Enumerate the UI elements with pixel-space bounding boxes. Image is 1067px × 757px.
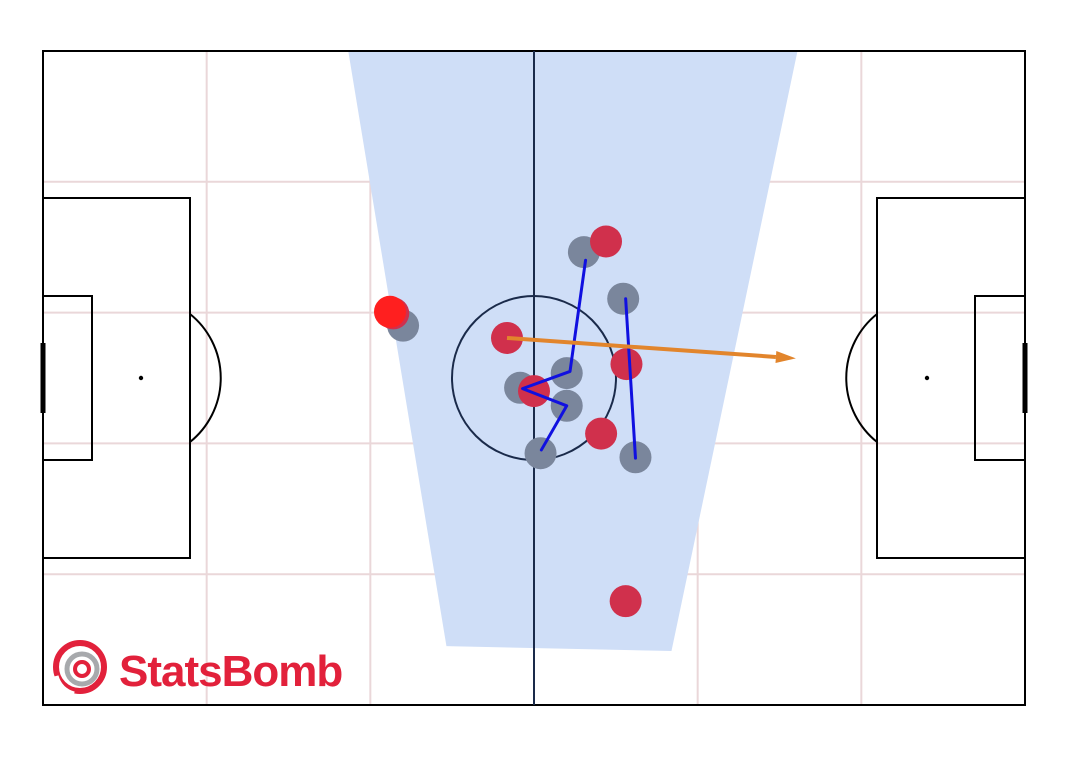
opponent-player bbox=[607, 282, 640, 315]
players-layer bbox=[373, 225, 652, 618]
opponent-player bbox=[524, 437, 557, 470]
event-layer bbox=[506, 335, 796, 363]
teammate-player bbox=[590, 225, 623, 258]
statsbomb-logo-text: StatsBomb bbox=[119, 647, 342, 696]
player-link-line bbox=[624, 297, 637, 460]
teammate-player bbox=[585, 417, 618, 450]
links-layer bbox=[521, 258, 637, 460]
pass-arrow-line bbox=[506, 335, 777, 359]
statsbomb-logo-icon bbox=[53, 640, 107, 697]
actor-player bbox=[373, 295, 406, 328]
pass-arrow-head bbox=[775, 350, 796, 363]
left-penalty-arc bbox=[189, 313, 222, 443]
teammate-player bbox=[609, 585, 642, 618]
player-link-line bbox=[521, 258, 588, 452]
left-penalty-spot bbox=[138, 375, 144, 381]
right-penalty-spot bbox=[924, 375, 930, 381]
teammate-player bbox=[610, 348, 643, 381]
right-penalty-arc bbox=[845, 313, 878, 443]
statsbomb-logo: StatsBomb bbox=[53, 640, 343, 697]
